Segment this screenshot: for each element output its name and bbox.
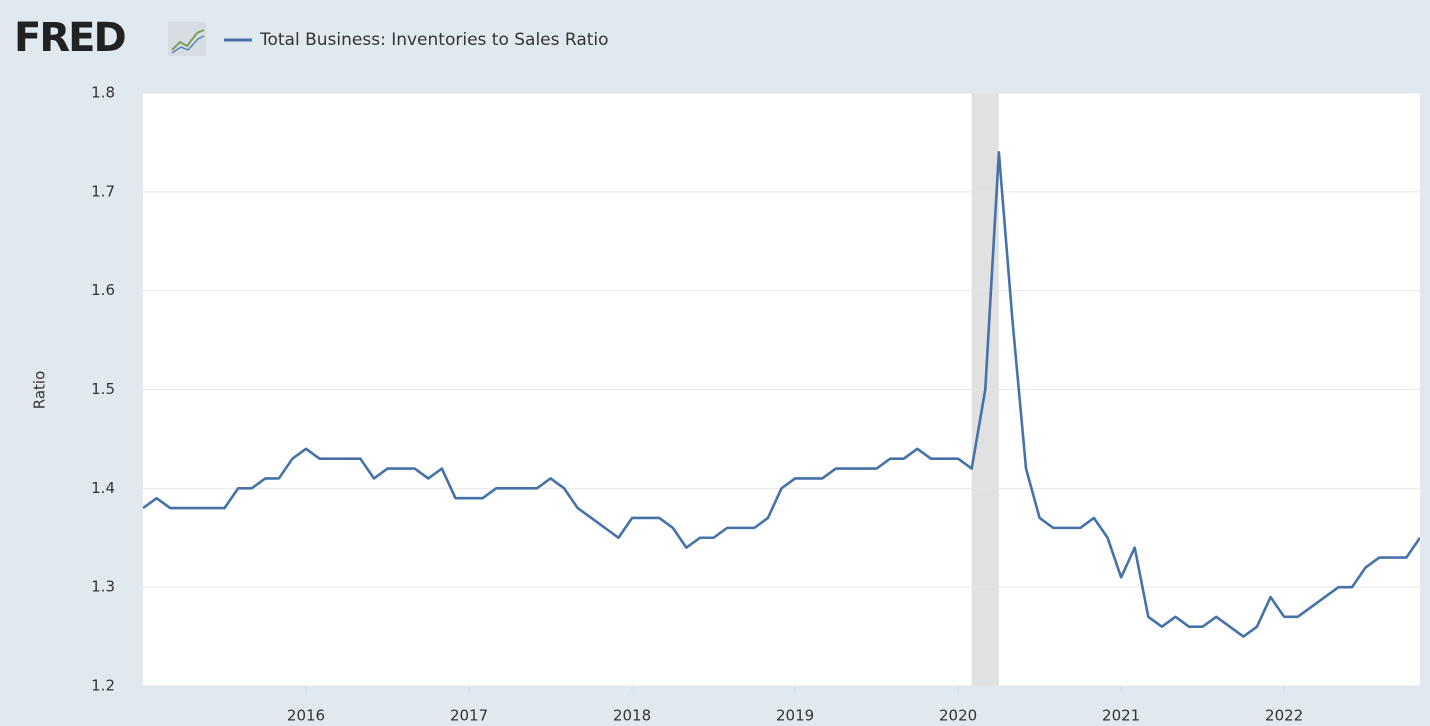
x-tick-label: 2022 [1265,707,1303,725]
x-tick-label: 2018 [613,707,651,725]
plot-clip [143,151,1420,638]
y-tick-label: 1.4 [91,479,115,497]
y-tick-label: 1.8 [91,84,115,102]
y-tick-label: 1.2 [91,677,115,695]
x-tick-label: 2017 [450,707,488,725]
y-tick-label: 1.5 [91,380,115,398]
x-tick-label: 2021 [1102,707,1140,725]
data-line [143,151,1420,638]
y-tick-label: 1.6 [91,281,115,299]
y-axis-label: Ratio [31,371,49,410]
y-tick-label: 1.7 [91,182,115,200]
x-tick-label: 2019 [776,707,814,725]
logo-icon [168,22,206,56]
x-tick-label: 2020 [939,707,977,725]
x-tick-label: 2016 [287,707,325,725]
brand-logo: FRED [14,15,125,61]
y-tick-label: 1.3 [91,578,115,596]
legend-label: Total Business: Inventories to Sales Rat… [259,30,609,50]
